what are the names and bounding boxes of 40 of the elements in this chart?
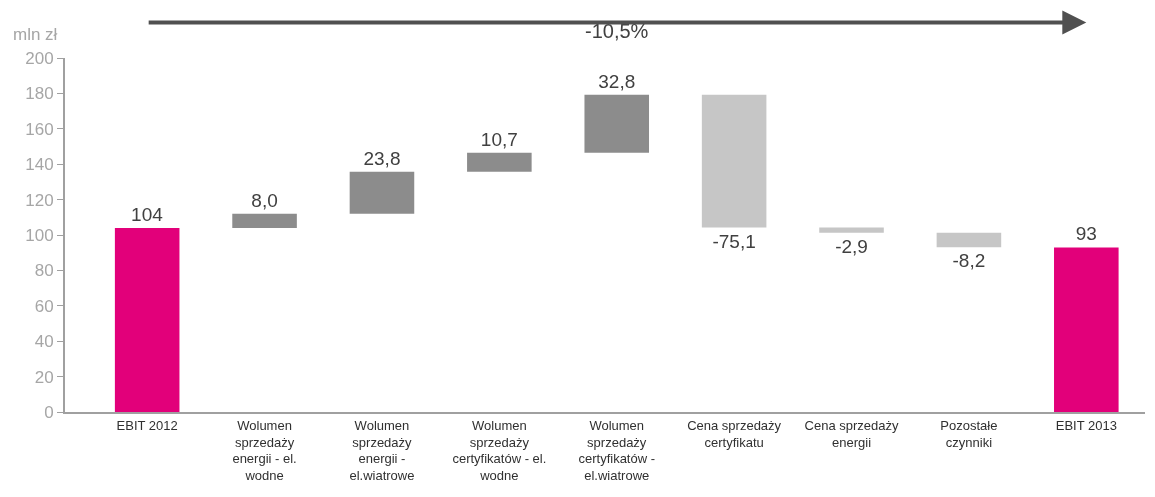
x-tick-label: Pozostałe czynniki [940,417,998,450]
data-label: 8,0 [251,189,278,211]
data-label: 10,7 [480,128,518,150]
y-tick-label: 120 [25,190,54,210]
y-tick-label: 180 [25,84,54,104]
bar [819,227,884,233]
y-tick-label: 40 [34,332,54,352]
bar [232,213,297,228]
text: -10,5% [585,20,649,42]
bar [114,227,180,412]
y-tick-label: 200 [25,48,54,68]
y-tick-label: 160 [25,119,54,139]
x-tick-label: Wolumen sprzedaży certyfikatów - el. wodne [452,417,547,484]
data-label: 32,8 [598,70,636,92]
data-label: 104 [131,203,164,225]
y-tick-label: 80 [34,261,54,281]
bar [701,94,767,228]
y-tick-label: 100 [25,225,54,245]
data-label: -75,1 [712,230,756,252]
bar [1054,247,1119,412]
bar [584,94,650,153]
data-label: 93 [1075,223,1097,245]
x-tick-label: Cena sprzedaży energii [804,417,899,450]
x-tick-label: EBIT 2012 [116,417,178,433]
data-label: -2,9 [835,235,868,257]
y-axis-title: mln zł [13,25,58,44]
x-tick-label: Wolumen sprzedaży energii - el.wiatrowe [349,417,415,484]
y-tick-label: 20 [34,367,54,387]
data-label: -8,2 [952,250,986,272]
bar [936,232,1002,248]
bar [467,152,532,172]
y-tick-label: 60 [34,296,54,316]
y-tick-label: 140 [25,155,54,175]
x-tick-label: EBIT 2013 [1055,417,1117,433]
y-tick-label: 0 [44,402,54,422]
x-tick-label: Cena sprzedaży certyfikatu [687,417,782,450]
x-tick-label: Wolumen sprzedaży certyfikatów - el.wiatrowe [578,417,656,484]
data-label: 23,8 [363,147,401,169]
x-tick-label: Wolumen sprzedaży energii - el. wodne [232,417,297,484]
bar [349,171,415,214]
